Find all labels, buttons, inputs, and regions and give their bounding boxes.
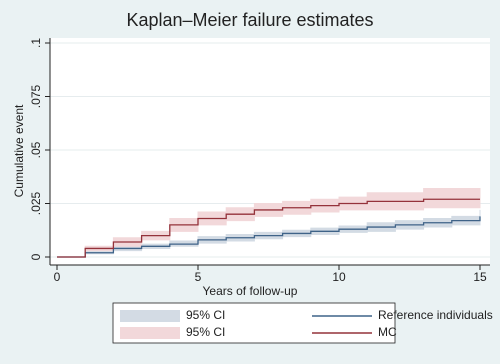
y-tick-label: 0 bbox=[29, 253, 43, 260]
legend-label: Reference individuals bbox=[378, 308, 493, 322]
legend-swatch bbox=[120, 310, 180, 322]
y-tick-label: .05 bbox=[29, 141, 43, 158]
km-line bbox=[57, 198, 480, 258]
chart-title: Kaplan–Meier failure estimates bbox=[126, 10, 373, 30]
legend-label: 95% CI bbox=[186, 325, 225, 339]
legend-label: 95% CI bbox=[186, 308, 225, 322]
x-tick-label: 10 bbox=[332, 270, 346, 284]
plot-area bbox=[50, 38, 490, 265]
y-tick-label: .1 bbox=[29, 38, 43, 48]
legend-label: MC bbox=[378, 325, 397, 339]
km-line bbox=[57, 216, 481, 258]
legend-swatch bbox=[120, 327, 180, 339]
x-tick-label: 15 bbox=[473, 270, 487, 284]
y-axis-title: Cumulative event bbox=[12, 104, 26, 197]
x-axis-title: Years of follow-up bbox=[203, 284, 298, 298]
y-tick-label: .075 bbox=[29, 84, 43, 108]
y-tick-label: .025 bbox=[29, 191, 43, 215]
x-tick-label: 5 bbox=[195, 270, 202, 284]
x-tick-label: 0 bbox=[54, 270, 61, 284]
